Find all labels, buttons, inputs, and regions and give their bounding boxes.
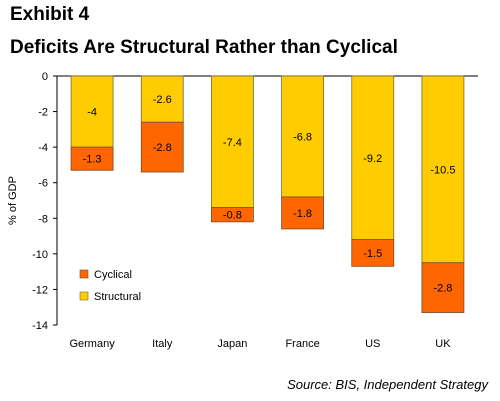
- bar-cyclical: [70, 146, 114, 171]
- data-label-structural: -7.4: [223, 137, 242, 149]
- source-note: Source: BIS, Independent Strategy: [287, 377, 488, 392]
- x-tick-label: Japan: [217, 338, 247, 350]
- data-label-cyclical: -1.8: [293, 208, 312, 220]
- bar-structural: [351, 75, 395, 241]
- bar-structural: [140, 75, 184, 123]
- data-label-cyclical: -1.3: [83, 154, 102, 166]
- data-label-structural: -6.8: [293, 131, 312, 143]
- data-label-structural: -2.6: [153, 94, 172, 106]
- x-tick-label: Italy: [152, 338, 173, 350]
- chart-title: Deficits Are Structural Rather than Cycl…: [10, 37, 398, 58]
- legend-swatch-structural: [79, 291, 89, 301]
- data-label-structural: -9.2: [363, 153, 382, 165]
- data-label-cyclical: -1.5: [363, 248, 382, 260]
- x-tick-label: Germany: [69, 338, 115, 350]
- bar-cyclical: [421, 262, 465, 313]
- data-label-structural: -4: [87, 107, 97, 119]
- y-tick-label: -14: [32, 320, 48, 332]
- y-tick-label: -6: [38, 178, 48, 190]
- data-label-structural: -10.5: [430, 164, 455, 176]
- y-tick-label: -10: [32, 249, 48, 261]
- x-tick-label: US: [365, 338, 380, 350]
- y-tick-label: -12: [32, 284, 48, 296]
- data-label-cyclical: -0.8: [223, 210, 242, 222]
- data-label-cyclical: -2.8: [153, 142, 172, 154]
- y-axis-label: % of GDP: [7, 176, 19, 225]
- bar-cyclical: [281, 196, 324, 230]
- legend-label-structural: Structural: [94, 291, 141, 303]
- bar-cyclical: [140, 121, 184, 173]
- exhibit-label: Exhibit 4: [10, 4, 90, 25]
- y-tick-label: -8: [38, 213, 48, 225]
- legend-swatch-cyclical: [79, 269, 89, 279]
- legend-label-cyclical: Cyclical: [94, 269, 132, 281]
- bar-structural: [421, 75, 465, 264]
- bar-cyclical: [211, 207, 254, 223]
- bar-cyclical: [351, 239, 395, 267]
- y-tick-label: -2: [38, 107, 48, 119]
- x-tick-label: UK: [435, 338, 451, 350]
- x-tick-label: France: [285, 338, 319, 350]
- y-tick-label: 0: [42, 71, 48, 83]
- y-tick-label: -4: [38, 142, 48, 154]
- data-label-cyclical: -2.8: [433, 283, 452, 295]
